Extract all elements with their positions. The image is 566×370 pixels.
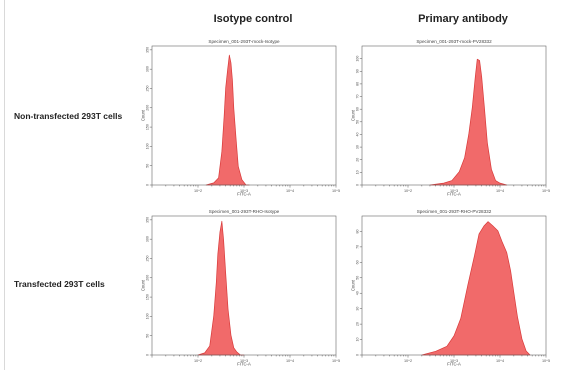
plot-frame — [151, 215, 337, 356]
y-tick-label: 60 — [356, 260, 360, 264]
row-label-non-transfected: Non-transfected 293T cells — [14, 111, 123, 121]
x-tick-label: 10^2 — [404, 189, 412, 193]
x-tick-label: 10^5 — [332, 189, 340, 193]
x-axis-label: FITC-A — [447, 362, 461, 367]
x-tick-label: 10^3 — [450, 359, 458, 363]
x-tick-label: 10^5 — [542, 189, 550, 193]
y-tick-label: 50 — [146, 334, 150, 338]
y-tick-label: 150 — [146, 124, 150, 130]
y-tick-label: 100 — [146, 313, 150, 319]
x-tick-label: 10^4 — [286, 359, 294, 363]
x-axis-label: FITC-A — [447, 192, 461, 197]
histogram-mock-isotype: Specimen_001-293T-mock-Isotype 10^2 10^3 10… — [140, 35, 341, 197]
y-tick-label: 200 — [146, 105, 150, 111]
row-label-transfected: Transfected 293T cells — [14, 279, 105, 289]
x-tick-label: 10^3 — [450, 189, 458, 193]
y-tick-label: 70 — [356, 245, 360, 249]
histogram-area — [197, 220, 245, 356]
y-tick-label: 80 — [356, 82, 360, 86]
y-tick-label: 200 — [146, 275, 150, 281]
y-tick-label: 0 — [146, 184, 150, 186]
y-tick-label: 350 — [146, 47, 150, 53]
histogram-title: Specimen_001-293T-mock-PV28332 — [416, 39, 492, 44]
y-tick-label: 150 — [146, 294, 150, 300]
y-tick-label: 350 — [146, 217, 150, 223]
plot-frame — [361, 45, 547, 186]
histogram-area — [205, 54, 250, 186]
y-tick-label: 80 — [356, 229, 360, 233]
histogram-area — [429, 58, 508, 186]
histogram-title: Specimen_001-293T-mock-Isotype — [208, 39, 280, 44]
x-tick-label: 10^4 — [496, 189, 504, 193]
y-axis-label: Count — [141, 109, 146, 121]
plot-frame — [151, 45, 337, 186]
y-tick-label: 70 — [356, 95, 360, 99]
histogram-svg: Specimen_001-293T-mock-PV28332 10^2 10^3 10… — [351, 39, 551, 197]
x-tick-label: 10^4 — [286, 189, 294, 193]
y-tick-label: 60 — [356, 107, 360, 111]
y-tick-label: 100 — [146, 143, 150, 149]
y-tick-label: 10 — [356, 170, 360, 174]
y-tick-label: 30 — [356, 307, 360, 311]
y-tick-label: 250 — [146, 255, 150, 261]
x-tick-label: 10^5 — [542, 359, 550, 363]
y-tick-label: 20 — [356, 322, 360, 326]
y-tick-label: 20 — [356, 158, 360, 162]
y-tick-label: 10 — [356, 338, 360, 342]
y-tick-label: 90 — [356, 69, 360, 73]
histogram-title: Specimen_001-293T-RHO-PV28332 — [417, 209, 492, 214]
y-axis-label: Count — [141, 279, 146, 291]
x-tick-label: 10^4 — [496, 359, 504, 363]
y-tick-label: 30 — [356, 145, 360, 149]
column-header-primary: Primary antibody — [418, 13, 508, 25]
x-tick-label: 10^5 — [332, 359, 340, 363]
column-header-isotype: Isotype control — [213, 13, 293, 25]
histogram-area — [421, 221, 531, 356]
y-tick-label: 250 — [146, 85, 150, 91]
y-tick-label: 0 — [146, 354, 150, 356]
y-tick-label: 50 — [356, 120, 360, 124]
x-tick-label: 10^2 — [194, 359, 202, 363]
y-axis-label: Count — [351, 279, 356, 291]
x-tick-label: 10^2 — [404, 359, 412, 363]
y-tick-label: 50 — [146, 164, 150, 168]
x-axis-label: FITC-A — [237, 192, 251, 197]
y-tick-label: 40 — [356, 132, 360, 136]
y-tick-label: 300 — [146, 66, 150, 72]
y-tick-label: 40 — [356, 291, 360, 295]
x-axis-label: FITC-A — [237, 362, 251, 367]
y-tick-label: 100 — [356, 56, 360, 62]
x-tick-label: 10^2 — [194, 189, 202, 193]
y-tick-label: 0 — [356, 354, 360, 356]
histogram-title: Specimen_001-293T-RHO-Isotype — [209, 209, 280, 214]
histogram-svg: Specimen_001-293T-RHO-PV28332 10^2 10^3 10^… — [351, 209, 551, 367]
x-tick-label: 10^3 — [240, 359, 248, 363]
histogram-svg: Specimen_001-293T-RHO-Isotype 10^2 10^3 10^… — [141, 209, 341, 367]
histogram-mock-antibody: Specimen_001-293T-mock-PV28332 10^2 10^3 10… — [350, 35, 551, 197]
left-edge-line — [4, 0, 5, 370]
x-tick-label: 10^3 — [240, 189, 248, 193]
histogram-rho-antibody: Specimen_001-293T-RHO-PV28332 10^2 10^3 10^… — [350, 205, 551, 367]
histogram-svg: Specimen_001-293T-mock-Isotype 10^2 10^3 10… — [141, 39, 341, 197]
y-tick-label: 50 — [356, 276, 360, 280]
y-tick-label: 0 — [356, 184, 360, 186]
histogram-rho-isotype: Specimen_001-293T-RHO-Isotype 10^2 10^3 10^… — [140, 205, 341, 367]
y-tick-label: 300 — [146, 236, 150, 242]
y-axis-label: Count — [351, 109, 356, 121]
